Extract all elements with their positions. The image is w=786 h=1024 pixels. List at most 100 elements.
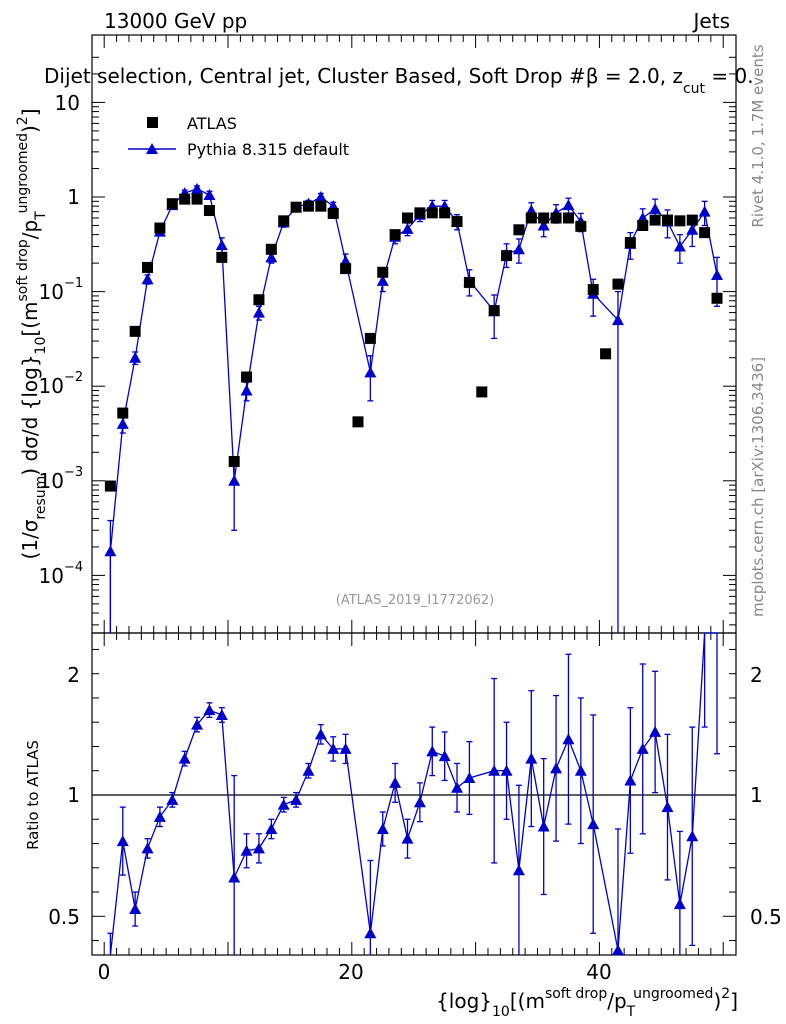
mc-point xyxy=(673,240,686,252)
mc-point xyxy=(711,268,724,280)
data-point xyxy=(575,220,587,232)
plot-title-main: Dijet selection, Central jet, Cluster Ba… xyxy=(44,64,683,88)
mc-main-series xyxy=(104,182,724,633)
ratio-point xyxy=(166,793,179,805)
data-point xyxy=(302,200,314,212)
mc-point xyxy=(562,199,575,211)
label-part-1: 10 xyxy=(492,1004,510,1020)
ratio-ytick-1-left: 1 xyxy=(67,783,80,807)
x-tick-labels: 0 20 40 xyxy=(98,960,612,984)
ytick-label-1e-3-exp: −3 xyxy=(64,465,83,480)
data-point xyxy=(142,261,154,273)
data-point xyxy=(402,212,414,224)
ratio-y-tick-labels: 2 1 0.5 2 1 0.5 xyxy=(48,663,782,929)
ratio-ytick-2-left: 2 xyxy=(67,663,80,687)
ytick-label-1e-2: 10 xyxy=(39,374,64,398)
ratio-ytick-2-right: 2 xyxy=(750,663,763,687)
data-point xyxy=(290,201,302,213)
ytick-label-1: 1 xyxy=(67,185,80,209)
mc-ratio-series xyxy=(107,632,721,956)
ratio-point xyxy=(314,728,327,740)
ytick-label-1e-1: 10 xyxy=(39,280,64,304)
data-point xyxy=(327,207,339,219)
data-point xyxy=(166,198,178,210)
label-part-2: [(m xyxy=(510,989,545,1013)
ratio-point xyxy=(525,752,538,764)
data-point xyxy=(117,407,129,419)
ratio-point xyxy=(661,801,674,813)
label-part-0: (1/σ xyxy=(18,519,42,559)
data-point xyxy=(253,294,265,306)
ratio-axis-ticks xyxy=(92,633,736,955)
energy-label: 13000 GeV pp xyxy=(104,9,247,33)
ratio-ytick-05-left: 0.5 xyxy=(48,905,80,929)
ratio-point xyxy=(364,927,377,939)
plot-title-tail: = 0. xyxy=(705,64,754,88)
label-part-3: 10 xyxy=(33,337,49,355)
ratio-point xyxy=(191,718,204,730)
label-part-11: ] xyxy=(18,108,42,116)
ratio-point xyxy=(500,764,513,776)
legend-data-label: ATLAS xyxy=(187,114,237,133)
data-point xyxy=(129,325,141,337)
mc-point xyxy=(228,474,241,486)
mc-point xyxy=(252,306,265,318)
data-point xyxy=(624,237,636,249)
ytick-label-1e-3: 10 xyxy=(39,469,64,493)
data-point xyxy=(550,212,562,224)
data-point xyxy=(488,305,500,317)
data-point xyxy=(451,216,463,228)
ratio-point xyxy=(327,742,340,754)
ytick-label-10: 10 xyxy=(55,91,80,115)
mcplots-label: mcplots.cern.ch [arXiv:1306.3436] xyxy=(749,357,767,617)
mc-point xyxy=(376,274,389,286)
data-point xyxy=(377,266,389,278)
data-point xyxy=(562,212,574,224)
data-point xyxy=(426,207,438,219)
label-part-8: ungroomed xyxy=(15,133,31,213)
ratio-point xyxy=(252,842,265,854)
ytick-label-1e-1-exp: −1 xyxy=(64,276,83,291)
mc-point xyxy=(512,243,525,255)
legend-data-marker xyxy=(147,117,158,128)
ratio-point xyxy=(574,764,587,776)
data-point xyxy=(476,386,488,398)
data-point xyxy=(216,251,228,263)
label-part-4: /p xyxy=(607,989,626,1013)
x-axis-label: {log}10[(msoft drop/pTungroomed)2] xyxy=(436,986,738,1020)
mc-point xyxy=(537,219,550,231)
ratio-point xyxy=(203,704,216,716)
label-part-10: 2 xyxy=(15,116,31,125)
ratio-point xyxy=(426,745,439,757)
mc-point xyxy=(104,545,117,557)
data-point xyxy=(315,200,327,212)
label-part-3: soft drop xyxy=(545,986,607,1002)
mc-point xyxy=(698,205,711,217)
label-part-6: ungroomed xyxy=(633,986,713,1002)
data-point xyxy=(525,212,537,224)
ratio-point xyxy=(587,818,600,830)
data-point xyxy=(674,215,686,227)
data-point xyxy=(501,250,513,262)
label-part-2: ) dσ/d {log} xyxy=(18,354,42,475)
data-point xyxy=(600,348,612,360)
analysis-tag: (ATLAS_2019_I1772062) xyxy=(336,593,494,608)
data-main-series xyxy=(104,193,723,492)
data-point xyxy=(191,193,203,205)
ratio-point xyxy=(537,820,550,832)
plot-title: Dijet selection, Central jet, Cluster Ba… xyxy=(44,64,754,97)
data-point xyxy=(513,224,525,236)
ratio-ytick-05-right: 0.5 xyxy=(750,905,782,929)
label-part-5: soft drop xyxy=(15,239,31,301)
ratio-point xyxy=(673,898,686,910)
ratio-point xyxy=(215,708,228,720)
ytick-label-1e-4-base: 10 xyxy=(39,564,64,588)
ratio-point xyxy=(339,742,352,754)
ratio-point xyxy=(550,762,563,774)
data-point xyxy=(278,215,290,227)
data-point xyxy=(154,222,166,234)
ratio-point xyxy=(649,725,662,737)
label-part-5: T xyxy=(626,1004,636,1020)
ratio-point xyxy=(636,742,649,754)
ytick-label-1e-2-exp: −2 xyxy=(64,370,83,385)
